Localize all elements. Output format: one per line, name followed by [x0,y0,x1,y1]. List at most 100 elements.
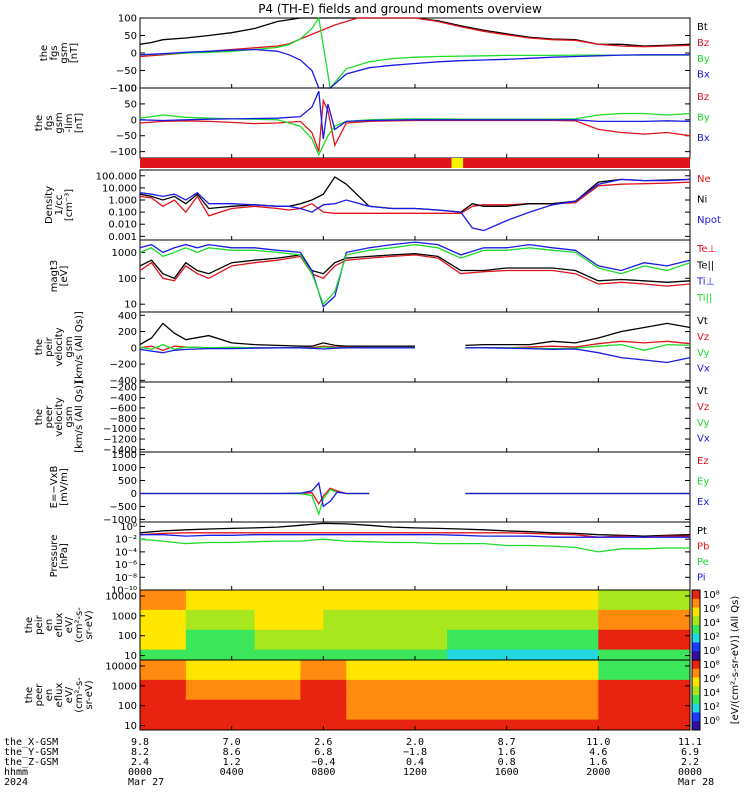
heatmap-cell [447,629,599,651]
y-axis-label: the [24,617,35,633]
heatmap-cell [323,609,448,631]
heatmap-cell [323,590,448,611]
panel-mode_bar [140,158,690,168]
y-axis-label: [nT] [69,43,80,63]
legend-entry: By [697,54,710,65]
legend-entry: Vz [697,332,709,343]
heatmap-cell [185,699,301,721]
colorbar-swatch [692,642,700,652]
ephemeris-value: 0.4 [406,757,424,768]
heatmap-cell [300,679,347,701]
ephemeris-value: 6.9 [681,747,699,758]
ephemeris-value: 1600 [495,767,519,778]
ephemeris-value: 2.6 [314,737,332,748]
series-Ti-line [139,241,691,308]
mode-bar-segment [451,158,464,168]
heatmap-cell [185,609,256,631]
colorbar-swatch [692,607,700,617]
y-tick-label: 10⁻¹⁰ [111,586,137,597]
heatmap-cell [598,719,691,731]
y-tick-label: 10 [124,651,137,662]
y-tick-label: 10 [124,300,137,311]
y-axis-label: fgs [49,45,60,60]
panel-frame [139,451,691,523]
y-axis-label: peir [44,336,55,356]
heatmap-cell [447,679,599,701]
y-tick-label: −50 [116,131,137,142]
legend-entry: Vx [697,364,710,375]
legend-entry: Pb [697,541,709,552]
y-tick-label: 10⁰ [120,522,137,533]
y-axis-label: [eV] [59,266,70,287]
legend-entry: Ni [697,195,707,206]
ephemeris-row-label: the_Z-GSM [4,757,58,768]
ephemeris-value: 0.8 [498,757,516,768]
ephemeris-value: 2.2 [681,757,699,768]
y-axis-label: the [34,409,45,425]
heatmap-cell [447,719,599,731]
y-axis-label: [nT] [74,113,85,133]
y-axis-label: peer [44,405,55,429]
y-axis-label: [km/s (All Qs)] [74,311,85,383]
y-tick-label: 10⁻⁶ [115,560,137,571]
y-axis-label: (cm²-s- [74,677,85,713]
colorbar-label: [eV/(cm²-s-sr-eV)] (All Qs) [730,596,741,725]
panel-temperature: 1000 100 10 magt3 [eV] Te⊥ Te|| Ti⊥ Ti|| [49,239,716,313]
series-Ti-line [139,243,691,306]
colorbar-frame [691,659,701,731]
legend-entry: Ez [697,456,709,467]
y-axis-label: [km/s (All Qs)] [74,381,85,453]
heatmap-cell [254,649,324,661]
legend-entry: Vz [697,402,709,413]
colorbar-tick: 10² [703,632,720,643]
y-axis-label: sr-eV) [84,680,95,709]
y-tick-label: 100 [118,84,137,95]
colorbar-tick: 10⁰ [703,716,720,727]
heatmap-cell [140,590,187,611]
ephemeris-value: Mar 28 [678,777,714,788]
y-tick-label: 1000 [112,681,137,692]
y-axis-label: velocity [54,397,65,436]
colorbar-tick: 10² [703,702,720,713]
colorbar-swatch [692,651,700,661]
y-tick-label: 1000 [112,463,137,474]
y-axis-label: (cm²-s- [74,607,85,643]
y-axis-label: en [44,619,55,632]
ephemeris-value: 0400 [220,767,244,778]
heatmap-cell [140,609,187,631]
y-tick-label: 1000 [112,611,137,622]
heatmap-cell [140,649,187,661]
heatmap-cell [185,679,301,701]
y-axis-label: peer [34,683,45,707]
heatmap-cell [598,660,691,681]
y-tick-label: −500 [110,502,137,513]
y-tick-label: 0 [131,489,137,500]
ephemeris-value: 1.6 [589,757,607,768]
ephemeris-value: 0800 [311,767,335,778]
legend-entry: Te⊥ [696,244,716,255]
y-tick-label: −400 [110,393,137,404]
ephemeris-value: 11.1 [678,737,702,748]
series-Bt-line [139,17,691,47]
legend-entry: Bx [697,133,710,144]
legend-entry: Vt [697,316,708,327]
series-Te-line [139,252,691,283]
y-axis-label: gsm [59,42,70,63]
ephemeris-value: −0.4 [311,757,335,768]
heatmap-cell [323,649,448,661]
y-axis-label: eflux [54,613,65,638]
y-tick-label: 500 [118,476,137,487]
ephemeris-value: 2.0 [406,737,424,748]
y-tick-label: 50 [124,99,137,110]
mode-bar-segment [140,158,452,168]
legend-entry: By [697,113,710,124]
series-Vx-line [139,347,691,364]
y-tick-label: −1400 [103,445,137,456]
y-tick-label: 10⁻⁸ [115,573,137,584]
heatmap-cell [598,699,691,721]
panel-fgs_gsm_lim: 100 50 0 −50 −100 the fgs gsm -lim [nT] Bz By Bx [34,84,710,159]
ephemeris-value: 0000 [128,767,152,778]
ephemeris-table: the_X-GSMthe_Y-GSMthe_Z-GSMhhmm20249.88.… [4,737,714,788]
